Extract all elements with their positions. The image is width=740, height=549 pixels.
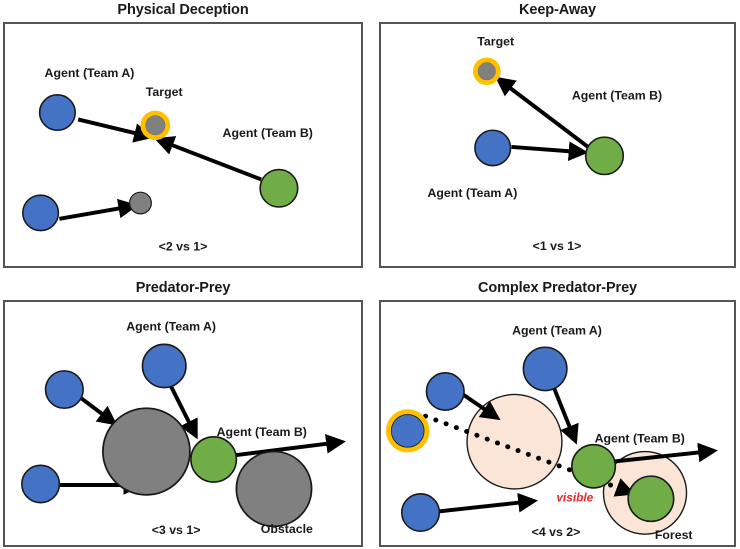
agent-team-a-label: Agent (Team A) xyxy=(512,323,602,337)
decoy-landmark xyxy=(129,191,152,215)
agent-team-a xyxy=(21,464,61,504)
panel-title: Keep-Away xyxy=(518,2,596,18)
agent-team-b-label: Agent (Team B) xyxy=(223,126,313,140)
panel-canvas: Agent (Team A) Agent (Team B) visible Fo… xyxy=(379,300,736,547)
obstacle-label: Obstacle xyxy=(261,522,313,536)
panel-canvas: Agent (Team A) Agent (Team B) Obstacle <… xyxy=(3,300,363,547)
panel-caption: <1 vs 1> xyxy=(533,239,582,253)
motion-arrow xyxy=(77,117,154,143)
panel-predator-prey: Predator-Prey xyxy=(3,279,363,547)
panel-canvas: Agent (Team A) Target Agent (Team B) <2 … xyxy=(3,22,363,268)
panel-caption: <2 vs 1> xyxy=(159,239,208,253)
motion-arrow xyxy=(59,198,139,221)
motion-arrow xyxy=(495,76,596,154)
agent-team-a-label: Agent (Team A) xyxy=(126,320,216,334)
agent-team-a-label: Agent (Team A) xyxy=(427,186,517,200)
panel-caption: <4 vs 2> xyxy=(532,525,581,539)
agent-team-a xyxy=(425,372,465,412)
motion-arrow xyxy=(549,379,579,445)
agent-team-a xyxy=(38,94,77,132)
agent-team-b xyxy=(584,136,625,176)
agent-team-b xyxy=(190,435,238,483)
panel-keep-away: Keep-Away Target xyxy=(379,1,736,268)
agent-team-b-label: Agent (Team B) xyxy=(217,425,307,439)
agent-team-b xyxy=(571,443,617,489)
agent-team-a xyxy=(474,129,512,167)
motion-arrow xyxy=(511,141,589,162)
motion-arrow xyxy=(233,434,346,458)
panel-title: Complex Predator-Prey xyxy=(477,280,638,296)
observer-highlight-ring xyxy=(385,409,430,453)
motion-arrow xyxy=(154,136,262,182)
target-label: Target xyxy=(477,35,514,49)
agent-team-a xyxy=(44,370,84,410)
motion-arrow xyxy=(78,395,118,426)
panel-title: Physical Deception xyxy=(117,2,249,18)
agent-team-a xyxy=(22,194,60,232)
motion-arrow xyxy=(458,390,501,421)
panel-physical-deception: Physical Deception xyxy=(3,1,363,268)
agent-team-a-label: Agent (Team A) xyxy=(45,66,135,80)
agent-team-b-label: Agent (Team B) xyxy=(595,432,685,446)
agent-team-a xyxy=(522,346,568,392)
target-highlight-ring xyxy=(140,110,171,141)
agent-team-a-highlighted xyxy=(390,413,426,449)
agent-team-b xyxy=(259,168,299,208)
agent-team-b-label: Agent (Team B) xyxy=(572,89,662,103)
agent-team-b-hidden xyxy=(627,475,675,523)
forest-label: Forest xyxy=(655,528,693,542)
panel-canvas: Target Agent (Team B) Agent (Team A) <1 … xyxy=(379,22,736,268)
motion-arrow xyxy=(166,379,198,440)
visible-label: visible xyxy=(556,491,593,505)
panel-caption: <3 vs 1> xyxy=(152,523,201,537)
target-label: Target xyxy=(146,85,183,99)
agent-team-a xyxy=(141,343,187,389)
panel-title: Predator-Prey xyxy=(135,280,231,296)
target-highlight-ring xyxy=(472,57,501,85)
obstacle xyxy=(102,407,191,496)
obstacle xyxy=(235,450,313,528)
agent-team-a xyxy=(400,493,441,533)
motion-arrow xyxy=(437,492,538,514)
motion-arrow xyxy=(605,442,718,465)
panel-complex-predator-prey: Complex Predator-Prey xyxy=(379,279,736,547)
